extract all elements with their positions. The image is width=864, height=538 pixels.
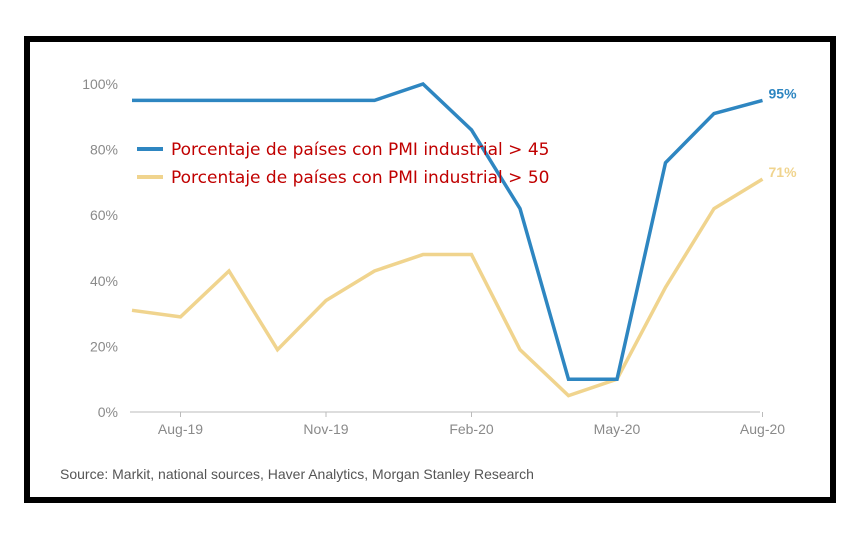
- y-tick-label: 20%: [90, 338, 118, 354]
- legend: Porcentaje de países con PMI industrial …: [137, 140, 549, 188]
- y-tick-label: 80%: [90, 142, 118, 158]
- y-tick-label: 40%: [90, 273, 118, 289]
- series-layer: 71% 95%: [131, 82, 798, 398]
- series-line-2: [131, 177, 764, 398]
- y-tick-label: 0%: [98, 404, 118, 420]
- y-axis: 0% 20% 40% 60% 80% 100%: [82, 76, 118, 420]
- x-tick-label: Aug-20: [740, 421, 785, 437]
- x-axis: Aug-19 Nov-19 Feb-20 May-20 Aug-20: [130, 411, 785, 437]
- source-note: Source: Markit, national sources, Haver …: [60, 466, 534, 482]
- legend-label: Porcentaje de países con PMI industrial …: [171, 168, 549, 188]
- x-tick-label: Aug-19: [158, 421, 203, 437]
- x-tick-label: Nov-19: [303, 421, 348, 437]
- legend-label: Porcentaje de países con PMI industrial …: [171, 140, 549, 160]
- x-tick-label: Feb-20: [449, 421, 494, 437]
- chart-frame: 0% 20% 40% 60% 80% 100% Aug-19 Nov-19 Feb-20 May…: [24, 36, 836, 503]
- series-end-label: 71%: [769, 164, 798, 180]
- series-line-1: [132, 82, 763, 381]
- line-chart: 0% 20% 40% 60% 80% 100% Aug-19 Nov-19 Feb-20 May…: [82, 76, 798, 437]
- series-end-label: 95%: [769, 85, 798, 101]
- x-tick-label: May-20: [594, 421, 641, 437]
- y-tick-label: 60%: [90, 207, 118, 223]
- y-tick-label: 100%: [82, 76, 118, 92]
